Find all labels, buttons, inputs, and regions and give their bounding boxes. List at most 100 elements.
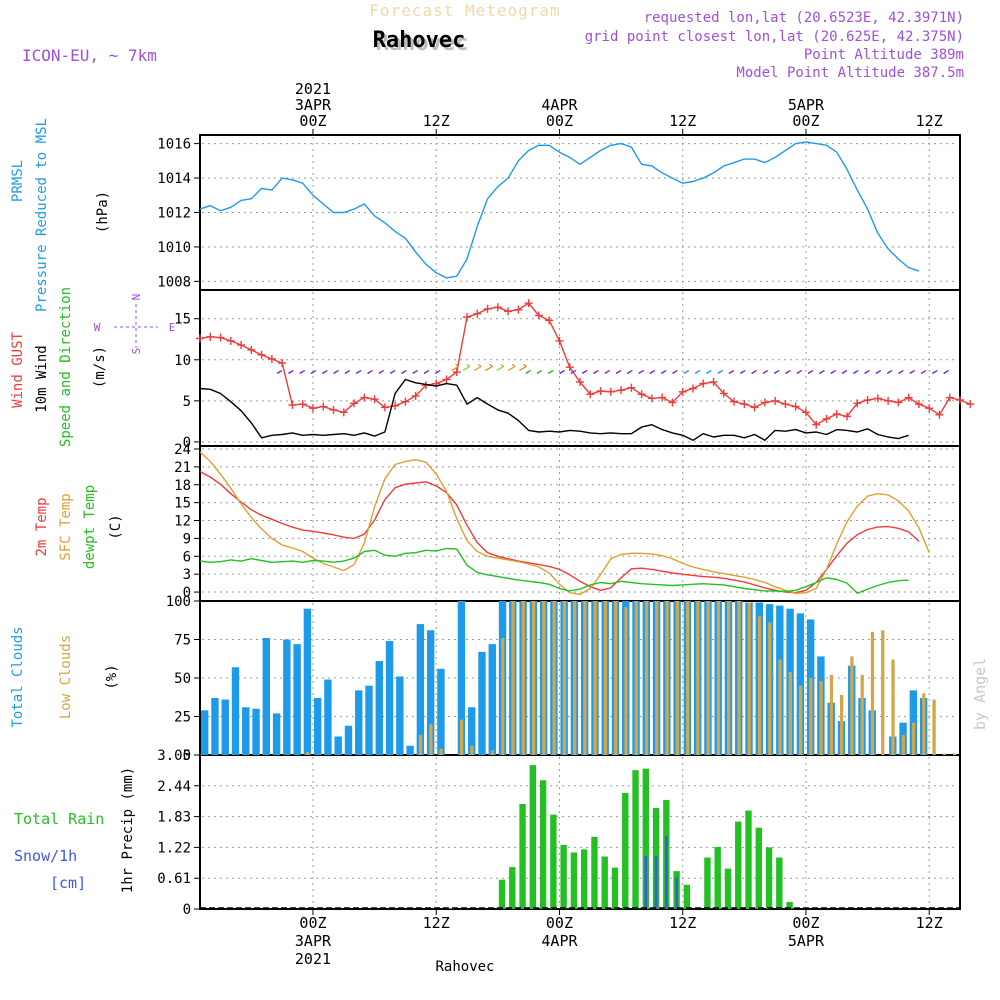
wind-direction-arrow bbox=[841, 370, 846, 375]
dewpt-label: dewpt Temp bbox=[82, 485, 98, 569]
wind-direction-arrow bbox=[333, 370, 338, 375]
wind-direction-arrow bbox=[466, 363, 471, 368]
total-cloud-bar bbox=[457, 601, 466, 755]
low-cloud-bar bbox=[439, 748, 443, 755]
low-cloud-bar bbox=[655, 601, 659, 755]
total-cloud-bar bbox=[252, 708, 260, 755]
low-cloud-bar bbox=[819, 681, 823, 755]
wind-direction-arrow bbox=[909, 370, 914, 375]
low-cloud-bar bbox=[757, 616, 762, 755]
low-cloud-bar bbox=[572, 601, 577, 755]
wind-direction-arrow bbox=[660, 370, 665, 375]
rain-bar bbox=[704, 857, 711, 909]
rain-bar bbox=[581, 849, 588, 909]
low-cloud-bar bbox=[901, 734, 905, 755]
y-tick-label: 75 bbox=[174, 633, 191, 649]
wind-direction-arrow bbox=[875, 370, 880, 375]
low-cloud-bar bbox=[511, 601, 515, 755]
wind-direction-arrow bbox=[830, 370, 835, 375]
wind-direction-arrow bbox=[627, 370, 631, 375]
compass-east: E bbox=[169, 321, 176, 334]
y-tick-label: 9 bbox=[183, 531, 191, 547]
grid-layer bbox=[202, 137, 958, 907]
low-cloud-bar bbox=[644, 601, 649, 755]
snow-label: Snow/1h bbox=[14, 847, 77, 865]
rain-bar bbox=[683, 884, 691, 909]
snow-unit-label: [cm] bbox=[50, 874, 86, 892]
wind-direction-arrow bbox=[477, 363, 482, 368]
total-cloud-bar bbox=[231, 667, 240, 755]
x-label-year-bottom: 2021 bbox=[295, 950, 331, 968]
y-tick-label: 25 bbox=[174, 710, 191, 726]
low-cloud-bar bbox=[860, 674, 864, 755]
total-cloud-bar bbox=[796, 613, 805, 755]
x-label-hour-top: 00Z bbox=[299, 112, 326, 130]
low-cloud-bar bbox=[870, 631, 875, 755]
temp2m-line bbox=[199, 470, 920, 594]
wind-direction-arrow bbox=[485, 365, 493, 372]
rain-bar bbox=[735, 821, 742, 909]
wind-direction-arrow bbox=[864, 370, 868, 375]
point-altitude: Point Altitude 389m bbox=[804, 47, 964, 63]
total-cloud-bar bbox=[303, 608, 312, 755]
y-tick-label: 0.61 bbox=[157, 871, 191, 887]
wind-direction-arrow bbox=[299, 370, 304, 375]
total-cloud-bar bbox=[437, 668, 445, 755]
x-label-hour-top: 00Z bbox=[546, 112, 573, 130]
rain-bar bbox=[591, 836, 598, 909]
low-cloud-bar bbox=[583, 601, 587, 755]
rain-bar bbox=[786, 901, 793, 909]
rain-bar bbox=[622, 792, 629, 909]
x-label-hour-bottom: 00Z bbox=[299, 914, 326, 932]
wind-direction-arrow bbox=[920, 370, 925, 375]
low-cloud-bar bbox=[829, 674, 834, 755]
wind-direction-arrow bbox=[455, 363, 459, 368]
watermark: by Angel bbox=[971, 658, 989, 730]
low-cloud-bar bbox=[809, 678, 813, 755]
wind-direction-arrow bbox=[489, 363, 493, 368]
total-cloud-bar bbox=[201, 710, 209, 755]
dewpt-line bbox=[199, 547, 909, 594]
y-tick-label: 0 bbox=[183, 748, 191, 764]
model-altitude: Model Point Altitude 387.5m bbox=[736, 65, 964, 81]
y-tick-label: 0 bbox=[183, 585, 191, 601]
total-cloud-bar bbox=[406, 745, 414, 755]
wind-direction-arrow bbox=[310, 370, 315, 375]
low-cloud-bar bbox=[501, 637, 505, 755]
wind-direction-arrow bbox=[728, 370, 733, 375]
location-title: Rahovec bbox=[373, 28, 466, 53]
wind-direction-label: Speed and Direction bbox=[58, 287, 74, 447]
rain-bar bbox=[498, 879, 506, 909]
low-cloud-bar bbox=[665, 601, 669, 755]
x-label-hour-top: 00Z bbox=[792, 112, 819, 130]
low-cloud-bar bbox=[716, 601, 721, 755]
total-cloud-bar bbox=[385, 641, 394, 755]
wind-direction-arrow bbox=[898, 370, 902, 375]
gust-line bbox=[199, 302, 971, 426]
pressure-label-short: PRMSL bbox=[10, 160, 26, 202]
low-cloud-bar bbox=[418, 734, 423, 755]
total-cloud-bar bbox=[355, 690, 363, 755]
rain-bar bbox=[550, 814, 557, 909]
low-cloud-bar bbox=[850, 656, 854, 755]
wind-direction-arrow bbox=[932, 370, 936, 375]
total-cloud-bar bbox=[334, 736, 342, 755]
total-cloud-bar bbox=[272, 713, 281, 755]
wind-direction-arrow bbox=[321, 370, 326, 375]
rain-bar bbox=[776, 857, 783, 909]
low-cloud-bar bbox=[942, 753, 947, 755]
x-label-hour-bottom: 12Z bbox=[423, 914, 450, 932]
rain-bar bbox=[560, 844, 567, 909]
wind-direction-arrow bbox=[412, 370, 417, 375]
y-tick-label: 12 bbox=[174, 514, 191, 530]
low-cloud-bar bbox=[798, 685, 803, 755]
wind-direction-arrow bbox=[593, 370, 597, 375]
low-clouds-label: Low Clouds bbox=[58, 635, 74, 719]
wind-direction-arrow bbox=[434, 370, 439, 375]
wind-direction-arrow bbox=[570, 370, 575, 375]
x-label-hour-top: 12Z bbox=[423, 112, 450, 130]
y-tick-label: 21 bbox=[174, 460, 191, 476]
wind-direction-arrow bbox=[500, 363, 505, 368]
wind-direction-arrow bbox=[276, 370, 281, 375]
snow-bar bbox=[665, 835, 668, 909]
